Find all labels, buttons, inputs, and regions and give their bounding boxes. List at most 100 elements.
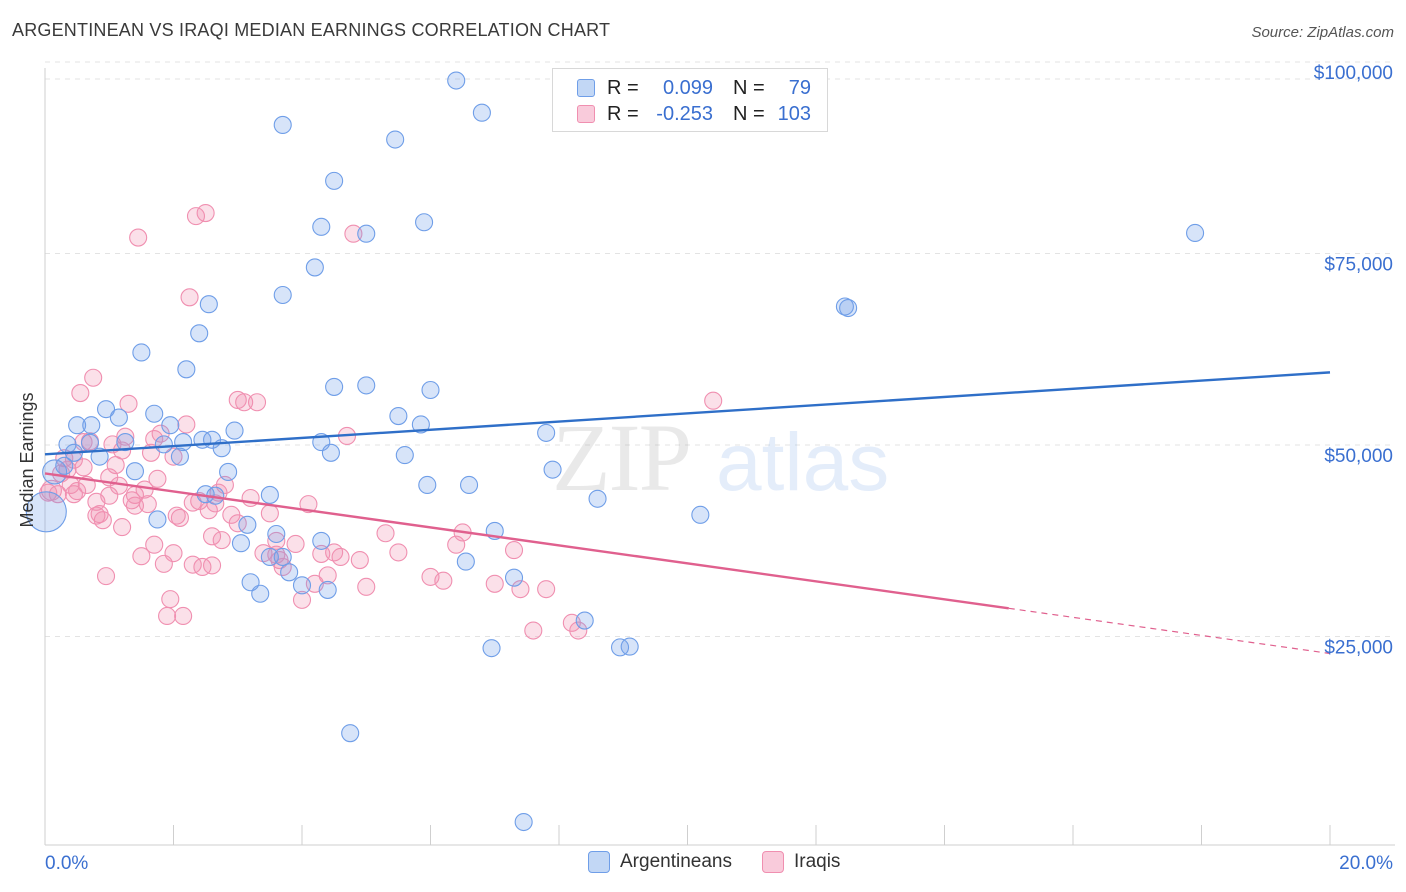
y-tick-label: $50,000 bbox=[1324, 446, 1393, 467]
argentinean-point bbox=[415, 213, 434, 232]
iraqi-point bbox=[87, 506, 106, 525]
iraqis-legend-label: Iraqis bbox=[793, 851, 841, 872]
iraqi-point bbox=[357, 577, 376, 596]
argentinean-point bbox=[418, 475, 437, 495]
iraqi-point bbox=[318, 566, 337, 585]
argentinean-point bbox=[321, 443, 340, 462]
iraqi-point bbox=[119, 394, 138, 413]
argentinean-point bbox=[260, 547, 279, 567]
argentinean-point bbox=[273, 547, 292, 567]
argentinean-point bbox=[145, 404, 164, 423]
argentinean-point bbox=[421, 380, 440, 400]
argentinean-point bbox=[514, 812, 533, 832]
x-tick-label: 0.0% bbox=[45, 853, 88, 874]
iraqi-point bbox=[93, 511, 112, 530]
argentinean-point bbox=[357, 224, 376, 243]
iraqi-point bbox=[421, 567, 440, 586]
watermark-atlas: atlas bbox=[716, 417, 889, 508]
iraqi-point bbox=[292, 590, 312, 609]
argentinean-point bbox=[199, 295, 218, 314]
argentinean-point bbox=[116, 433, 135, 452]
iraqis-swatch bbox=[577, 105, 595, 123]
legend-item-iraqis[interactable]: Iraqis bbox=[761, 851, 841, 873]
iraqi-point bbox=[145, 535, 164, 554]
iraqi-point bbox=[286, 534, 305, 554]
argentineans-trend-line bbox=[44, 371, 1331, 456]
argentinean-point bbox=[575, 611, 594, 630]
iraqi-point bbox=[68, 482, 87, 501]
argentineans-legend-label: Argentineans bbox=[620, 851, 732, 872]
iraqi-point bbox=[138, 495, 157, 514]
iraqi-point bbox=[344, 224, 363, 243]
iraqi-point bbox=[125, 485, 144, 504]
argentinean-point bbox=[251, 584, 270, 603]
iraqi-point bbox=[48, 485, 67, 504]
iraqis-trend-line bbox=[44, 472, 1009, 610]
argentinean-point bbox=[68, 416, 87, 435]
iraqi-point bbox=[84, 368, 103, 387]
legend-item-argentineans[interactable]: Argentineans bbox=[588, 851, 732, 873]
series-legend: Argentineans Iraqis bbox=[588, 851, 870, 873]
argentinean-point bbox=[177, 360, 196, 379]
argentinean-point bbox=[472, 103, 491, 122]
chart-title: ARGENTINEAN VS IRAQI MEDIAN EARNINGS COR… bbox=[12, 20, 611, 40]
argentinean-point bbox=[225, 421, 244, 440]
iraqi-point bbox=[350, 550, 369, 570]
argentinean-point bbox=[357, 376, 376, 395]
legend-row-argentineans: R = 0.099 N = 79 bbox=[577, 75, 811, 101]
argentinean-point bbox=[154, 435, 173, 454]
iraqi-point bbox=[325, 543, 344, 562]
argentinean-point bbox=[588, 489, 607, 508]
iraqi-point bbox=[148, 469, 167, 488]
iraqi-point bbox=[177, 415, 196, 434]
argentinean-point bbox=[386, 130, 405, 149]
n-label: N = bbox=[733, 76, 765, 99]
argentinean-point bbox=[273, 115, 292, 135]
argentinean-point bbox=[312, 217, 331, 236]
iraqi-point bbox=[267, 531, 286, 550]
argentinean-point bbox=[835, 297, 854, 316]
r-label: R = bbox=[607, 102, 639, 125]
iraqi-point bbox=[186, 207, 206, 226]
iraqi-point bbox=[206, 494, 225, 513]
iraqi-point bbox=[212, 531, 231, 550]
n-label: N = bbox=[733, 102, 765, 125]
iraqi-point bbox=[64, 485, 83, 504]
iraqi-point bbox=[71, 384, 90, 403]
iraqi-point bbox=[158, 606, 177, 626]
argentinean-point bbox=[459, 475, 479, 495]
argentinean-point bbox=[543, 460, 562, 479]
argentinean-point bbox=[280, 563, 299, 582]
argentinean-point bbox=[273, 285, 292, 305]
argentinean-point bbox=[325, 171, 344, 190]
y-axis-label: Median Earnings bbox=[17, 392, 37, 527]
argentinean-point bbox=[389, 406, 408, 426]
argentinean-point bbox=[109, 408, 128, 427]
source-label: Source: ZipAtlas.com bbox=[1251, 24, 1394, 41]
iraqi-point bbox=[504, 541, 524, 560]
iraqi-point bbox=[331, 547, 350, 567]
argentinean-point bbox=[219, 462, 238, 482]
iraqi-points bbox=[39, 204, 723, 640]
iraqi-point bbox=[174, 606, 193, 626]
iraqi-point bbox=[196, 204, 215, 223]
argentinean-point bbox=[1186, 223, 1205, 243]
argentinean-point bbox=[447, 71, 466, 90]
argentinean-point bbox=[55, 456, 74, 475]
argentinean-point bbox=[267, 524, 286, 544]
iraqi-point bbox=[180, 288, 199, 307]
argentinean-point bbox=[260, 485, 279, 504]
iraqi-point bbox=[193, 557, 212, 576]
argentinean-point bbox=[341, 724, 360, 743]
iraqi-point bbox=[167, 506, 186, 525]
iraqi-point bbox=[203, 527, 222, 546]
argentinean-point bbox=[312, 531, 331, 550]
n-value: 103 bbox=[777, 102, 811, 125]
argentinean-point bbox=[691, 505, 710, 524]
iraqi-point bbox=[164, 544, 183, 563]
iraqis-trend-extension bbox=[1008, 607, 1331, 655]
argentinean-point bbox=[82, 416, 101, 435]
argentinean-point bbox=[610, 638, 630, 657]
iraqi-point bbox=[161, 590, 180, 609]
argentinean-point bbox=[132, 343, 151, 362]
